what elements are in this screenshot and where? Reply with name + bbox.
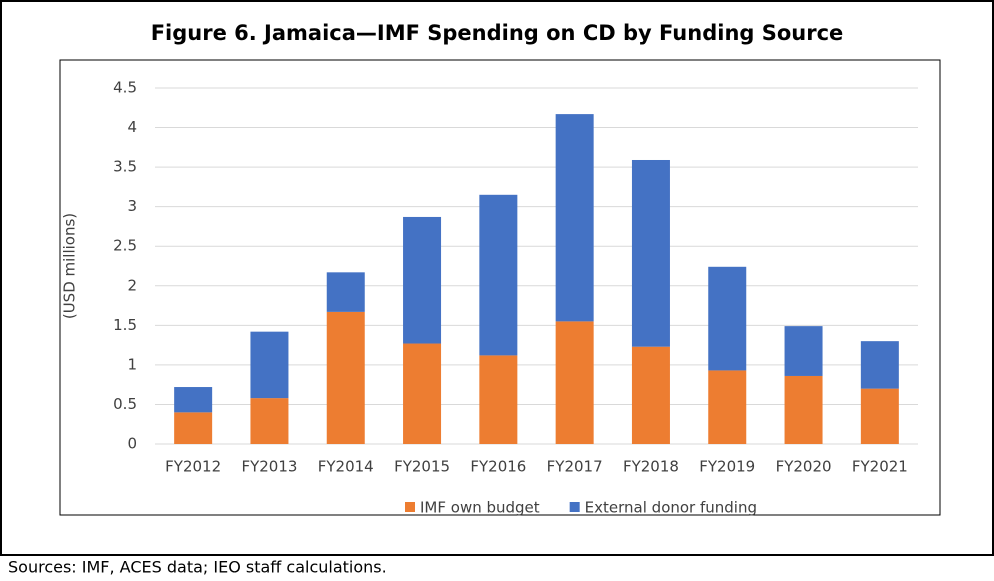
bar-segment	[326, 311, 365, 444]
bar-segment	[326, 272, 365, 312]
x-tick-label: FY2013	[241, 458, 297, 476]
bar-segment	[555, 321, 594, 444]
bar-segment	[860, 341, 899, 389]
y-tick-label: 4.5	[113, 79, 137, 97]
bar-segment	[784, 375, 823, 444]
x-tick-label: FY2018	[623, 458, 679, 476]
bar-segment	[250, 398, 289, 444]
x-tick-label: FY2019	[699, 458, 755, 476]
bar-segment	[631, 159, 670, 347]
y-tick-label: 0.5	[113, 395, 137, 413]
y-tick-label: 1	[127, 355, 137, 373]
bar-segment	[403, 216, 442, 344]
bar-segment	[250, 331, 289, 399]
y-axis-label: (USD millions)	[61, 213, 79, 319]
bar-segment	[631, 346, 670, 444]
x-tick-label: FY2012	[165, 458, 221, 476]
y-tick-label: 4	[127, 118, 137, 136]
outer-frame	[0, 0, 994, 556]
legend-label: IMF own budget	[420, 499, 540, 517]
x-tick-label: FY2020	[776, 458, 832, 476]
x-tick-label: FY2015	[394, 458, 450, 476]
x-tick-label: FY2017	[547, 458, 603, 476]
y-tick-label: 2.5	[113, 237, 137, 255]
legend-swatch	[405, 502, 415, 512]
legend-label: External donor funding	[585, 499, 757, 517]
x-tick-label: FY2021	[852, 458, 908, 476]
y-tick-label: 0	[127, 435, 137, 453]
source-note: Sources: IMF, ACES data; IEO staff calcu…	[8, 558, 387, 577]
bar-segment	[555, 114, 594, 322]
y-tick-label: 1.5	[113, 316, 137, 334]
y-tick-label: 3	[127, 197, 137, 215]
bar-segment	[708, 266, 747, 371]
bar-segment	[174, 387, 213, 413]
legend-swatch	[569, 502, 580, 512]
x-tick-label: FY2014	[318, 458, 374, 476]
y-tick-label: 2	[127, 276, 137, 294]
bar-segment	[479, 355, 518, 444]
bar-segment	[784, 326, 823, 376]
x-tick-label: FY2016	[470, 458, 526, 476]
chart-title: Figure 6. Jamaica—IMF Spending on CD by …	[151, 21, 844, 45]
bar-segment	[403, 343, 442, 444]
bar-segment	[860, 388, 899, 444]
y-tick-label: 3.5	[113, 158, 137, 176]
bar-segment	[174, 412, 213, 444]
bar-segment	[479, 194, 518, 356]
bar-segment	[708, 370, 747, 444]
